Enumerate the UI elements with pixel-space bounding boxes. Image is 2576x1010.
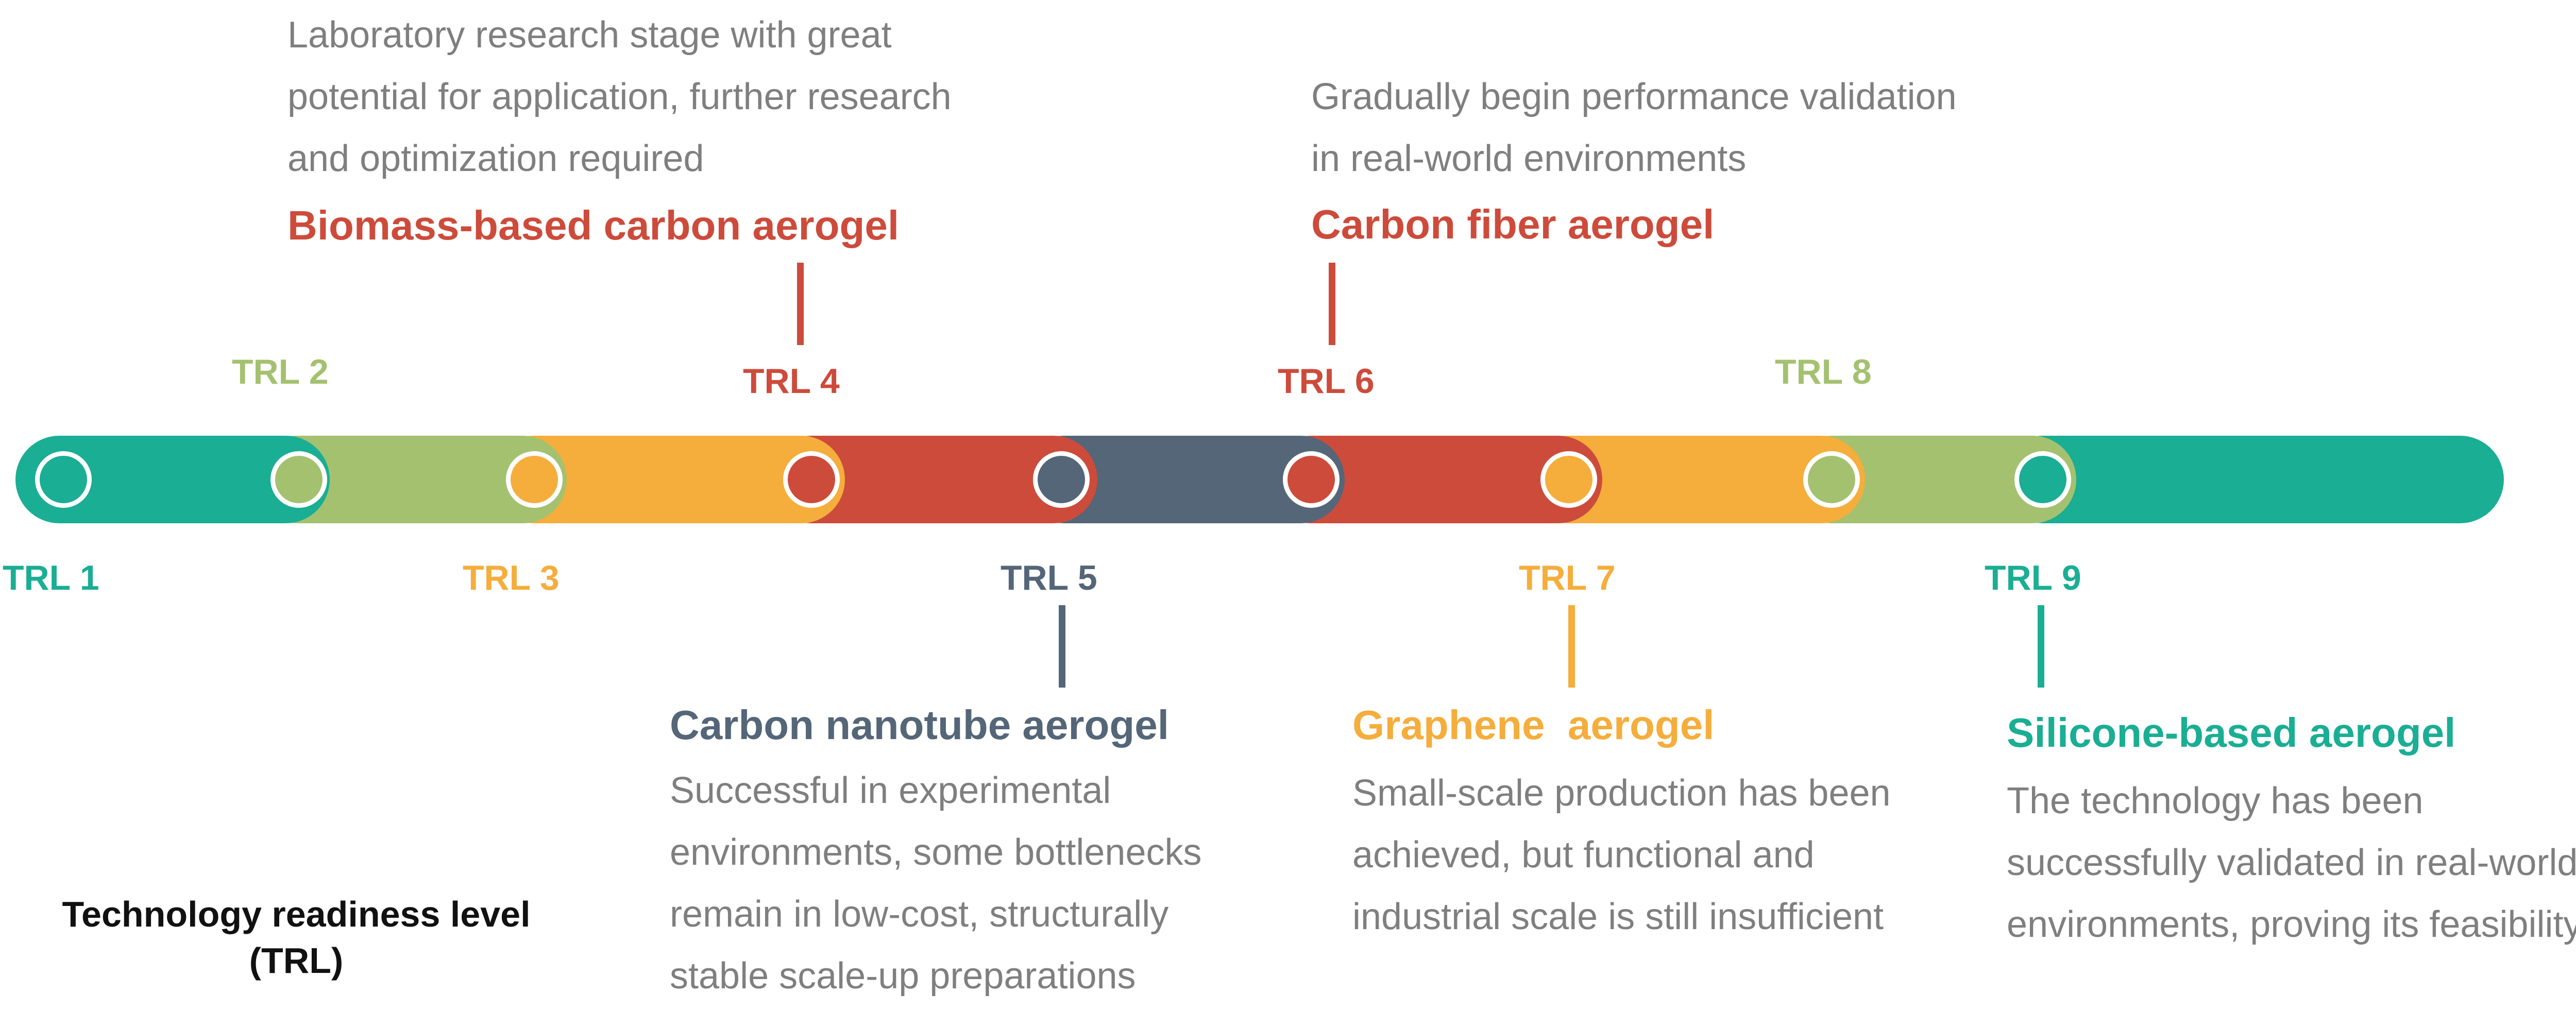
description-line: Gradually begin performance validation bbox=[1311, 76, 1957, 117]
caption-line-1: Technology readiness level bbox=[62, 894, 531, 934]
trl-label-3: TRL 3 bbox=[463, 558, 560, 597]
trl-node-8 bbox=[1803, 451, 1860, 508]
callout-silicone-title: Silicone-based aerogel bbox=[2007, 710, 2456, 756]
trl-node-7 bbox=[1540, 451, 1597, 508]
description-line: environments, some bottlenecks bbox=[670, 832, 1202, 873]
callout-carbon-nanotube-description: Successful in experimental environments,… bbox=[670, 760, 1202, 1007]
trl-node-6 bbox=[1283, 451, 1340, 508]
description-line: The technology has been bbox=[2007, 780, 2424, 821]
description-line: Laboratory research stage with great bbox=[287, 14, 892, 56]
track-segment-9 bbox=[1999, 436, 2504, 523]
trl-label-1: TRL 1 bbox=[3, 558, 99, 597]
trl-node-1 bbox=[35, 451, 92, 508]
trl-label-7: TRL 7 bbox=[1519, 558, 1616, 597]
connector-trl-6 bbox=[1329, 263, 1335, 345]
connector-trl-9 bbox=[2038, 605, 2044, 688]
caption-line-2: (TRL) bbox=[249, 940, 344, 981]
callout-carbon-fiber-title: Carbon fiber aerogel bbox=[1311, 201, 1715, 247]
trl-node-2 bbox=[270, 451, 327, 508]
diagram-caption: Technology readiness level (TRL) bbox=[0, 891, 592, 984]
trl-node-3 bbox=[506, 451, 563, 508]
callout-graphene-title: Graphene aerogel bbox=[1352, 702, 1715, 748]
description-line: environments, proving its feasibility bbox=[2007, 904, 2576, 945]
description-line: in real-world environments bbox=[1311, 138, 1747, 179]
description-line: Successful in experimental bbox=[670, 770, 1111, 811]
callout-carbon-nanotube-title: Carbon nanotube aerogel bbox=[670, 702, 1169, 748]
description-line: and optimization required bbox=[287, 138, 704, 179]
trl-label-5: TRL 5 bbox=[1001, 558, 1097, 597]
trl-node-9 bbox=[2014, 451, 2071, 508]
description-line: achieved, but functional and bbox=[1352, 834, 1815, 876]
description-line: potential for application, further resea… bbox=[287, 76, 952, 117]
description-line: successfully validated in real-world bbox=[2007, 842, 2576, 883]
description-line: stable scale-up preparations bbox=[670, 955, 1136, 997]
connector-trl-5 bbox=[1059, 605, 1065, 688]
trl-label-2: TRL 2 bbox=[232, 352, 329, 391]
callout-silicone-description: The technology has been successfully val… bbox=[2007, 770, 2576, 955]
connector-trl-7 bbox=[1568, 605, 1575, 688]
trl-node-5 bbox=[1033, 451, 1090, 508]
callout-biomass-description: Laboratory research stage with great pot… bbox=[287, 4, 952, 190]
trl-label-8: TRL 8 bbox=[1775, 352, 1872, 391]
description-line: Small-scale production has been bbox=[1352, 773, 1891, 814]
callout-biomass-title: Biomass-based carbon aerogel bbox=[287, 202, 900, 248]
trl-label-4: TRL 4 bbox=[743, 362, 840, 401]
trl-node-4 bbox=[783, 451, 840, 508]
description-line: remain in low-cost, structurally bbox=[670, 894, 1169, 935]
trl-label-9: TRL 9 bbox=[1985, 558, 2081, 597]
callout-carbon-fiber-description: Gradually begin performance validation i… bbox=[1311, 66, 1957, 190]
callout-graphene-description: Small-scale production has been achieved… bbox=[1352, 762, 1891, 948]
connector-trl-4 bbox=[797, 263, 804, 345]
trl-label-6: TRL 6 bbox=[1278, 362, 1375, 401]
description-line: industrial scale is still insufficient bbox=[1352, 896, 1884, 937]
